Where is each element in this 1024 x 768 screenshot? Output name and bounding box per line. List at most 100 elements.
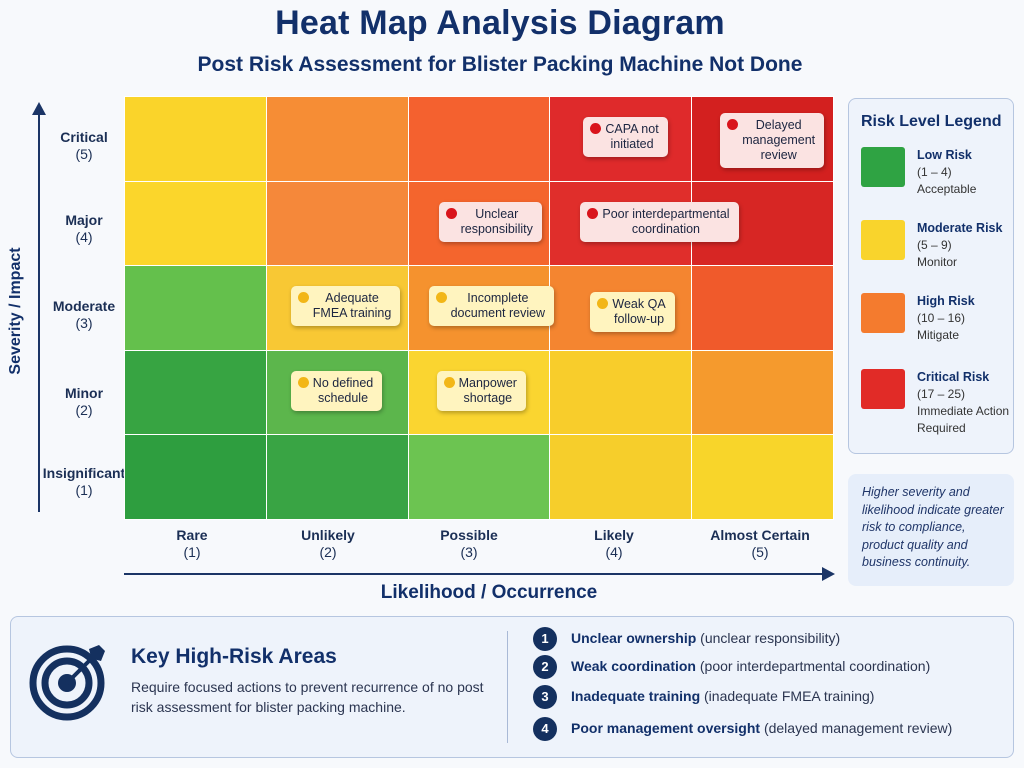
legend-action: Acceptable bbox=[917, 182, 977, 196]
heat-cell-major-3: Unclear responsibility bbox=[408, 181, 550, 266]
legend-range: (1 – 4) bbox=[917, 165, 952, 179]
legend-name: Critical Risk bbox=[917, 370, 990, 384]
severity-label-major: Major (4) bbox=[42, 212, 126, 246]
risk-note-text: Unclear responsibility bbox=[460, 206, 533, 236]
risk-note-text: Incomplete document review bbox=[450, 291, 546, 321]
heat-cell-insignificant-4 bbox=[550, 435, 692, 519]
heat-cell-moderate-5 bbox=[692, 266, 833, 350]
key-area-head: Unclear ownership bbox=[571, 630, 697, 646]
red-dot-icon bbox=[587, 207, 599, 219]
heat-cell-moderate-2: Adequate FMEA training bbox=[266, 266, 408, 350]
key-area-head: Inadequate training bbox=[571, 688, 701, 704]
y-axis-title: Severity / Impact bbox=[7, 247, 24, 375]
severity-num: (4) bbox=[75, 229, 93, 245]
key-area-item: 2 Weak coordination (poor interdepartmen… bbox=[533, 655, 1003, 681]
risk-note: Poor interdepartmental coordination bbox=[580, 201, 739, 242]
y-axis-line bbox=[38, 112, 40, 512]
severity-num: (3) bbox=[75, 315, 93, 331]
key-area-head: Weak coordination bbox=[571, 658, 696, 674]
key-area-text: Poor management oversight (delayed manag… bbox=[571, 720, 952, 736]
heat-cell-insignificant-1 bbox=[125, 435, 266, 519]
heat-cell-minor-1 bbox=[125, 350, 266, 435]
severity-num: (2) bbox=[75, 402, 93, 418]
legend-swatch bbox=[861, 293, 905, 333]
likelihood-name: Likely bbox=[594, 527, 634, 543]
risk-note: Unclear responsibility bbox=[438, 201, 542, 242]
severity-name: Moderate bbox=[52, 298, 116, 314]
risk-note: Incomplete document review bbox=[428, 286, 555, 327]
key-areas-description: Require focused actions to prevent recur… bbox=[131, 679, 484, 715]
heat-cell-critical-2 bbox=[266, 97, 408, 181]
heat-cell-moderate-4: Weak QA follow-up bbox=[550, 266, 692, 350]
heat-cell-insignificant-2 bbox=[266, 435, 408, 519]
legend-text: Low Risk (1 – 4) Acceptable bbox=[917, 147, 1017, 198]
key-area-detail: (delayed management review) bbox=[763, 720, 953, 736]
red-dot-icon bbox=[590, 123, 602, 134]
key-area-head: Poor management oversight bbox=[571, 720, 761, 736]
heat-cell-critical-1 bbox=[125, 97, 266, 181]
likelihood-name: Possible bbox=[440, 527, 498, 543]
severity-label-moderate: Moderate (3) bbox=[42, 298, 126, 332]
risk-note: Delayed management review bbox=[720, 113, 825, 168]
severity-num: (5) bbox=[75, 146, 93, 162]
heat-cell-critical-5: Delayed management review bbox=[692, 97, 833, 181]
key-area-text: Unclear ownership (unclear responsibilit… bbox=[571, 630, 840, 646]
yellow-dot-icon bbox=[597, 298, 609, 310]
heat-cell-insignificant-3 bbox=[408, 435, 550, 519]
key-area-text: Inadequate training (inadequate FMEA tra… bbox=[571, 688, 874, 704]
severity-note: Higher severity and likelihood indicate … bbox=[848, 474, 1014, 586]
risk-note: Weak QA follow-up bbox=[590, 292, 675, 333]
heat-cell-insignificant-5 bbox=[692, 435, 833, 519]
likelihood-num: (2) bbox=[319, 544, 337, 560]
severity-label-critical: Critical (5) bbox=[42, 129, 126, 163]
likelihood-num: (3) bbox=[460, 544, 478, 560]
risk-note-text: Adequate FMEA training bbox=[312, 291, 392, 321]
risk-note: Manpower shortage bbox=[436, 370, 526, 411]
risk-note: CAPA not initiated bbox=[583, 117, 668, 157]
severity-name: Critical bbox=[60, 129, 108, 145]
severity-label-insignificant: Insignificant (1) bbox=[42, 465, 126, 499]
heat-cell-major-4: Poor interdepartmental coordination bbox=[550, 181, 739, 266]
heat-cell-moderate-1 bbox=[125, 266, 266, 350]
risk-note-text: No defined schedule bbox=[312, 375, 374, 405]
legend-title: Risk Level Legend bbox=[861, 113, 1002, 130]
risk-note-text: Manpower shortage bbox=[458, 375, 517, 405]
panel-divider bbox=[507, 631, 508, 743]
heat-cell-major-2 bbox=[266, 181, 408, 266]
key-areas-title: Key High-Risk Areas bbox=[131, 645, 337, 668]
key-area-item: 4 Poor management oversight (delayed man… bbox=[533, 717, 1003, 743]
risk-note-text: Delayed management review bbox=[742, 118, 816, 162]
likelihood-label-likely: Likely (4) bbox=[544, 527, 684, 561]
heat-cell-major-1 bbox=[125, 181, 266, 266]
likelihood-num: (5) bbox=[751, 544, 769, 560]
legend-action: Monitor bbox=[917, 255, 958, 269]
yellow-dot-icon bbox=[297, 292, 309, 304]
legend-text: Moderate Risk (5 – 9) Monitor bbox=[917, 220, 1017, 271]
heat-cell-moderate-3: Incomplete document review bbox=[408, 266, 555, 350]
item-number-badge: 2 bbox=[533, 655, 557, 679]
likelihood-label-almost-certain: Almost Certain (5) bbox=[690, 527, 830, 561]
page-title: Heat Map Analysis Diagram bbox=[275, 4, 725, 42]
yellow-dot-icon bbox=[435, 292, 447, 304]
x-axis-arrow-icon bbox=[822, 567, 835, 581]
likelihood-label-rare: Rare (1) bbox=[122, 527, 262, 561]
key-area-text: Weak coordination (poor interdepartmenta… bbox=[571, 658, 930, 674]
risk-legend: Risk Level Legend Low Risk (1 – 4) Accep… bbox=[848, 98, 1014, 454]
legend-range: (5 – 9) bbox=[917, 238, 952, 252]
legend-name: High Risk bbox=[917, 294, 975, 308]
likelihood-label-unlikely: Unlikely (2) bbox=[258, 527, 398, 561]
heat-cell-minor-4 bbox=[550, 350, 692, 435]
key-area-detail: (unclear responsibility) bbox=[700, 630, 841, 646]
heat-map-grid: CAPA not initiated Delayed management review… bbox=[124, 96, 834, 520]
key-area-item: 3 Inadequate training (inadequate FMEA t… bbox=[533, 685, 1003, 711]
heat-cell-minor-3: Manpower shortage bbox=[408, 350, 550, 435]
heat-cell-critical-3 bbox=[408, 97, 550, 181]
severity-num: (1) bbox=[75, 482, 93, 498]
legend-action: Mitigate bbox=[917, 328, 960, 342]
heat-cell-minor-5 bbox=[692, 350, 833, 435]
item-number-badge: 3 bbox=[533, 685, 557, 709]
likelihood-name: Unlikely bbox=[301, 527, 355, 543]
legend-swatch bbox=[861, 369, 905, 409]
yellow-dot-icon bbox=[297, 376, 309, 388]
risk-note: No defined schedule bbox=[290, 370, 383, 411]
